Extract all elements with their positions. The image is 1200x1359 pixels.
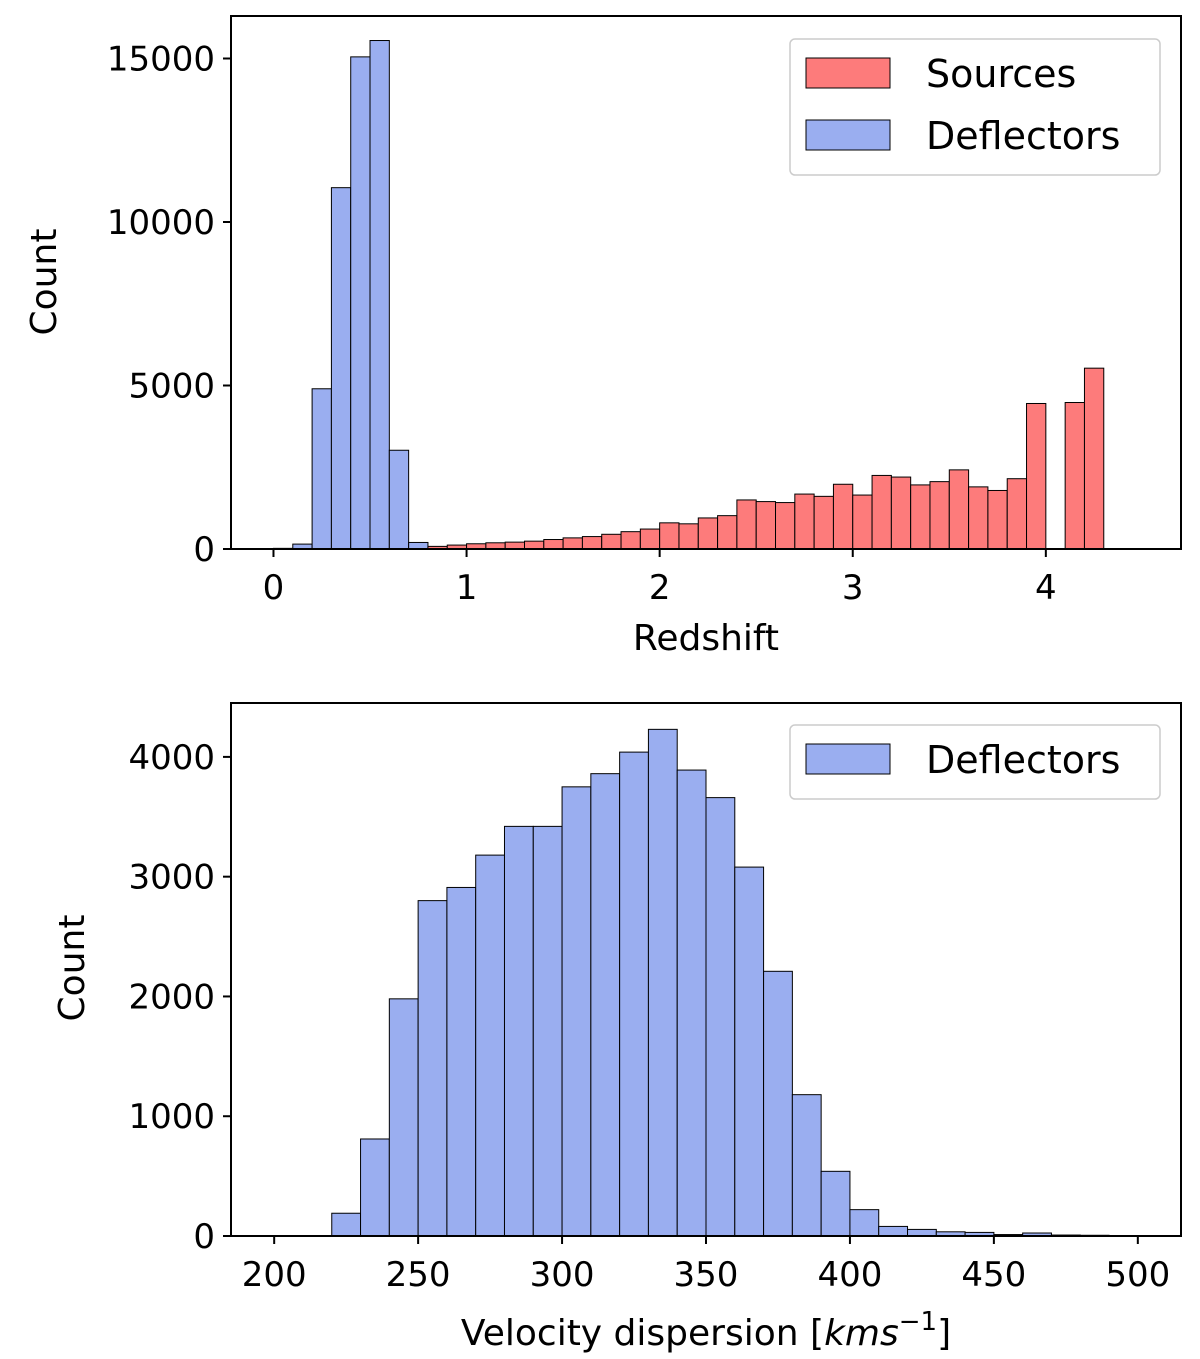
- redshift-bar-sources: [987, 489, 1008, 550]
- redshift-bar-sources: [929, 481, 950, 550]
- velocity-bar-deflectors: [417, 900, 448, 1237]
- velocity-x-tick-label: 400: [817, 1255, 882, 1295]
- velocity-bar-deflectors: [561, 786, 592, 1237]
- redshift-bar-sources: [697, 517, 719, 550]
- redshift-y-tick-label: 15000: [107, 40, 215, 80]
- redshift-y-tick-label: 0: [193, 530, 215, 570]
- velocity-x-tick-label: 450: [961, 1255, 1026, 1295]
- redshift-bar-sources: [1006, 478, 1028, 550]
- velocity-bar-deflectors: [532, 825, 563, 1237]
- redshift-bar-deflectors: [330, 187, 352, 550]
- redshift-x-axis-label: Redshift: [633, 618, 779, 659]
- velocity-bar-deflectors: [763, 970, 793, 1237]
- redshift-bar-deflectors: [350, 56, 371, 550]
- velocity-bar-deflectors: [676, 769, 707, 1237]
- velocity-bar-deflectors: [619, 751, 649, 1237]
- redshift-bar-sources: [524, 540, 545, 550]
- redshift-bar-sources: [562, 537, 583, 550]
- redshift-bar-deflectors: [369, 40, 390, 550]
- velocity-bar-deflectors: [360, 1138, 390, 1237]
- redshift-bar-sources: [601, 533, 622, 550]
- legend-label-sources: Sources: [926, 52, 1076, 96]
- velocity-bar-deflectors: [331, 1212, 362, 1237]
- velocity-x-tick-label: 350: [674, 1255, 739, 1295]
- legend-swatch-deflectors: [805, 119, 891, 151]
- velocity-bar-deflectors: [647, 728, 678, 1237]
- velocity-bar-deflectors: [734, 866, 765, 1237]
- redshift-y-tick-label: 5000: [128, 367, 215, 407]
- legend-label-deflectors: Deflectors: [926, 738, 1120, 782]
- legend-swatch-deflectors: [805, 743, 891, 775]
- redshift-x-tick-label: 0: [263, 568, 285, 608]
- velocity-y-tick-label: 3000: [128, 858, 215, 898]
- redshift-bar-sources: [775, 502, 796, 550]
- legend-swatch-sources: [805, 57, 891, 89]
- redshift-bar-sources: [968, 486, 989, 550]
- redshift-plot-frame: [230, 15, 1182, 550]
- velocity-bar-deflectors: [503, 825, 534, 1237]
- velocity-bar-deflectors: [388, 998, 419, 1237]
- velocity-y-tick-label: 1000: [128, 1097, 215, 1137]
- redshift-bar-sources: [890, 476, 912, 550]
- velocity-bar-deflectors: [446, 886, 477, 1237]
- redshift-bar-sources: [871, 474, 892, 550]
- redshift-bar-sources: [659, 522, 680, 550]
- redshift-bar-sources: [678, 523, 699, 550]
- redshift-bar-sources: [581, 536, 603, 550]
- redshift-bar-sources: [852, 494, 873, 550]
- redshift-bar-sources: [504, 541, 526, 550]
- velocity-y-tick-label: 4000: [128, 738, 215, 778]
- velocity-x-tick-label: 200: [242, 1255, 307, 1295]
- velocity-y-tick-label: 2000: [128, 977, 215, 1017]
- redshift-x-tick-label: 4: [1035, 568, 1057, 608]
- redshift-bar-sources: [736, 499, 757, 550]
- redshift-bar-deflectors: [311, 388, 332, 550]
- redshift-histogram-panel: 0 1 2 3 4 0 5000 10000 15000 Redshift Count Sou…: [24, 15, 1182, 659]
- velocity-bar-deflectors: [791, 1094, 822, 1237]
- redshift-bar-sources: [1026, 402, 1047, 550]
- velocity-x-tick-label: 500: [1105, 1255, 1170, 1295]
- velocity-legend: Deflectors: [789, 724, 1161, 800]
- redshift-bar-sources: [1064, 402, 1085, 550]
- redshift-y-axis-label: Count: [24, 229, 65, 336]
- redshift-bar-sources: [717, 515, 738, 550]
- redshift-bar-sources: [1083, 367, 1105, 550]
- velocity-y-axis-label: Count: [52, 915, 93, 1022]
- redshift-legend: Sources Deflectors: [789, 38, 1161, 176]
- velocity-x-axis-label: Velocity dispersion [kms−1]: [461, 1307, 951, 1354]
- redshift-bar-sources: [910, 484, 931, 550]
- redshift-bar-deflectors: [388, 449, 410, 550]
- redshift-bar-sources: [620, 531, 641, 550]
- velocity-bar-deflectors: [705, 797, 736, 1237]
- redshift-y-tick-label: 10000: [107, 203, 215, 243]
- velocity-dispersion-histogram-panel: 200 250 300 350 400 450 500 01000200030004000 …: [52, 702, 1182, 1354]
- velocity-bar-deflectors: [475, 854, 505, 1237]
- velocity-bar-deflectors: [849, 1209, 880, 1237]
- redshift-x-tick-label: 2: [649, 568, 671, 608]
- redshift-x-tick-label: 3: [842, 568, 864, 608]
- velocity-x-tick-label: 300: [530, 1255, 595, 1295]
- velocity-bar-deflectors: [590, 773, 621, 1237]
- redshift-bar-sources: [755, 501, 777, 550]
- redshift-bar-sources: [948, 469, 970, 550]
- velocity-x-tick-label: 250: [386, 1255, 451, 1295]
- redshift-x-tick-label: 1: [456, 568, 478, 608]
- redshift-bar-sources: [813, 495, 834, 550]
- redshift-bar-sources: [543, 539, 564, 550]
- redshift-bar-sources: [832, 483, 854, 550]
- velocity-bar-deflectors: [878, 1225, 909, 1237]
- redshift-bar-sources: [639, 528, 661, 550]
- velocity-y-tick-label: 0: [193, 1217, 215, 1257]
- redshift-bar-sources: [794, 493, 815, 550]
- velocity-bar-deflectors: [820, 1170, 851, 1237]
- legend-label-deflectors: Deflectors: [926, 114, 1120, 158]
